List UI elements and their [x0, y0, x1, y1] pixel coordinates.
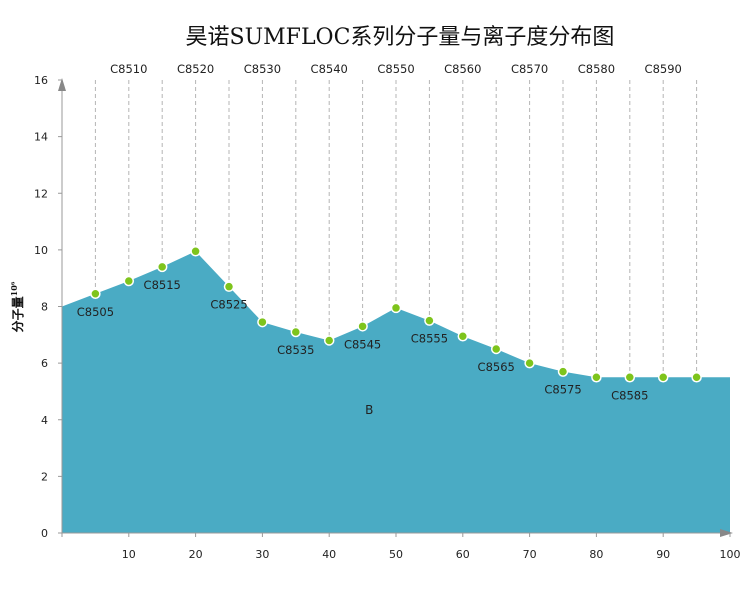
top-label: C8560 [444, 62, 481, 76]
x-tick-label: 70 [523, 548, 537, 561]
top-label: C8570 [511, 62, 548, 76]
point-label: C8515 [144, 278, 181, 292]
y-axis-label: 分子量 [10, 296, 25, 332]
top-label: C8590 [645, 62, 682, 76]
data-point [624, 372, 636, 383]
y-axis-unit: 10⁶ [9, 281, 19, 296]
y-tick-label: 2 [41, 470, 48, 483]
point-label: C8505 [77, 305, 114, 319]
data-point [90, 288, 101, 300]
y-axis-arrow [58, 78, 66, 91]
x-axis-arrow [720, 529, 733, 537]
markers [90, 246, 702, 383]
top-label: C8520 [177, 62, 214, 76]
data-point [257, 316, 268, 328]
point-label: C8545 [344, 337, 381, 351]
top-labels: C8510 C8520 C8530 C8540 C8550 C8560 C8570 C8580… [110, 62, 682, 76]
series-area [62, 251, 730, 533]
svg-text:分子量10⁶: 分子量10⁶ [9, 281, 25, 332]
x-tick-label: 50 [389, 548, 403, 561]
data-point [457, 330, 469, 342]
y-axis-title: 分子量10⁶ [9, 281, 25, 332]
x-tick-label: 60 [456, 548, 470, 561]
data-point [156, 261, 168, 273]
data-point [591, 372, 602, 383]
x-tick-label: 80 [589, 548, 603, 561]
point-label: C8565 [478, 360, 515, 374]
x-tick-label: 100 [720, 548, 741, 561]
y-tick-label: 4 [41, 414, 48, 427]
data-point [557, 366, 569, 377]
data-point [691, 372, 702, 383]
x-tick-label: 20 [189, 548, 203, 561]
point-labels: C8505 C8515 C8525 C8535 C8545 C8555 C8565 C8575… [77, 278, 649, 402]
data-point [524, 357, 535, 369]
chart-title: 昊诺SUMFLOC系列分子量与离子度分布图 [186, 25, 615, 50]
data-point [490, 343, 502, 355]
point-label: C8555 [411, 332, 448, 346]
tick-labels: 10 20 30 40 50 60 70 80 90 100 0 2 4 6 8 10 12 14 16 [34, 74, 741, 561]
y-tick-label: 12 [34, 187, 48, 200]
area-layer [62, 251, 730, 533]
top-label: C8550 [377, 62, 414, 76]
y-tick-label: 8 [41, 301, 48, 314]
y-tick-label: 0 [41, 527, 48, 540]
x-tick-label: 10 [122, 548, 136, 561]
top-label: C8510 [110, 62, 147, 76]
series-label: B [365, 403, 373, 417]
x-tick-label: 30 [255, 548, 269, 561]
data-point [424, 315, 435, 326]
y-tick-label: 10 [34, 244, 48, 257]
top-label: C8530 [244, 62, 281, 76]
data-point [290, 326, 302, 338]
axes [58, 78, 733, 537]
data-point [357, 321, 368, 332]
point-label: C8575 [544, 383, 581, 397]
y-tick-label: 6 [41, 357, 48, 370]
y-tick-label: 14 [34, 131, 48, 144]
data-point [190, 246, 201, 257]
y-tick-label: 16 [34, 74, 48, 87]
point-label: C8585 [611, 388, 648, 402]
top-label: C8580 [578, 62, 615, 76]
data-point [123, 275, 135, 287]
data-point [323, 335, 335, 346]
x-tick-label: 40 [322, 548, 336, 561]
point-label: C8535 [277, 343, 314, 357]
top-label: C8540 [311, 62, 348, 76]
point-label: C8525 [210, 298, 247, 312]
data-point [657, 372, 669, 383]
x-tick-label: 90 [656, 548, 670, 561]
data-point [223, 281, 235, 292]
data-point [390, 302, 402, 314]
